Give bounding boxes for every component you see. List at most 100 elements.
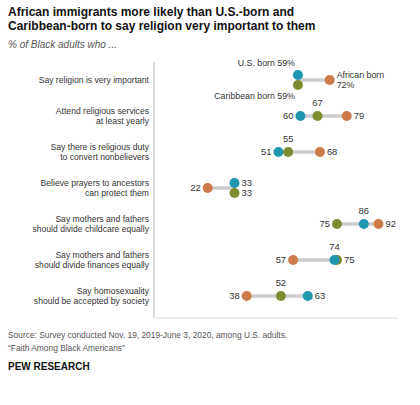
chart: African immigrants more likely than U.S.… bbox=[0, 0, 420, 405]
text-line: 33 bbox=[242, 187, 252, 198]
text-line: Say mothers and fathers bbox=[55, 214, 149, 224]
dot bbox=[276, 291, 286, 301]
data-label: 75 bbox=[320, 218, 330, 229]
text-line: Caribbean born 59% bbox=[214, 91, 295, 101]
dot bbox=[293, 70, 303, 80]
text-line: 51 bbox=[261, 146, 271, 157]
category-label: Believe prayers to ancestorscan protect … bbox=[41, 178, 149, 198]
data-label: 22 bbox=[190, 182, 200, 193]
category-label: Say mothers and fathersshould divide chi… bbox=[32, 214, 149, 234]
marks bbox=[203, 70, 384, 301]
dot bbox=[293, 80, 303, 90]
dot bbox=[303, 291, 313, 301]
category-label: Say religion is very important bbox=[39, 75, 150, 85]
text-line: Say mothers and fathers bbox=[55, 250, 149, 260]
text-line: 38 bbox=[229, 290, 239, 301]
text-line: 75 bbox=[320, 218, 330, 229]
text-line: 67 bbox=[312, 97, 322, 108]
data-label: 75 bbox=[344, 254, 354, 265]
text-line: should divide finances equally bbox=[35, 260, 150, 270]
data-label: 55 bbox=[283, 133, 293, 144]
category-label: Say there is religious dutyto convert no… bbox=[51, 142, 150, 162]
text-line: % of Black adults who ... bbox=[8, 39, 117, 50]
dot bbox=[283, 147, 293, 157]
text-line: 57 bbox=[276, 254, 286, 265]
data-labels: U.S. born 59% Caribbean born 59% African b… bbox=[190, 58, 396, 301]
dot bbox=[330, 255, 340, 265]
text-line: 52 bbox=[276, 277, 286, 288]
data-label: 63 bbox=[315, 290, 325, 301]
dot bbox=[295, 111, 305, 121]
data-label: 51 bbox=[261, 146, 271, 157]
text-line: Attend religious services bbox=[56, 106, 149, 116]
text-line: 68 bbox=[327, 146, 337, 157]
subtitle: % of Black adults who ... bbox=[8, 39, 117, 50]
text-line: 60 bbox=[283, 110, 293, 121]
x-axis bbox=[154, 318, 398, 319]
dot bbox=[332, 219, 342, 229]
dot bbox=[373, 219, 383, 229]
data-label: 60 bbox=[283, 110, 293, 121]
text-line: 92 bbox=[385, 218, 395, 229]
text-line: Say homosexuality bbox=[77, 286, 150, 296]
data-label: African born72% bbox=[337, 70, 385, 90]
separator bbox=[154, 62, 155, 318]
dot bbox=[203, 183, 213, 193]
text-line: can protect them bbox=[85, 188, 149, 198]
text-line: Believe prayers to ancestors bbox=[41, 178, 149, 188]
dot bbox=[230, 188, 240, 198]
text-line: Say religion is very important bbox=[39, 75, 150, 85]
dot bbox=[288, 255, 298, 265]
text-line: U.S. born 59% bbox=[238, 58, 295, 68]
text-line: Caribbean-born to say religion very impo… bbox=[8, 19, 315, 33]
text-line: African immigrants more likely than U.S.… bbox=[8, 5, 294, 19]
data-label: 57 bbox=[276, 254, 286, 265]
data-label: 79 bbox=[354, 110, 364, 121]
text-line: 79 bbox=[354, 110, 364, 121]
dot bbox=[315, 147, 325, 157]
title: African immigrants more likely than U.S.… bbox=[8, 5, 315, 33]
data-label: 92 bbox=[385, 218, 395, 229]
data-label: 38 bbox=[229, 290, 239, 301]
data-label: 52 bbox=[276, 277, 286, 288]
text-line: 72% bbox=[337, 80, 355, 90]
text-line: to convert nonbelievers bbox=[60, 152, 149, 162]
background bbox=[0, 0, 420, 405]
data-label: Caribbean born 59% bbox=[214, 91, 295, 101]
text-line: Say there is religious duty bbox=[51, 142, 150, 152]
dot bbox=[273, 147, 283, 157]
data-label: 68 bbox=[327, 146, 337, 157]
data-label: 33 bbox=[242, 187, 252, 198]
data-label: 74 bbox=[329, 241, 339, 252]
data-label: 67 bbox=[312, 97, 322, 108]
dot bbox=[325, 75, 335, 85]
text-line: 63 bbox=[315, 290, 325, 301]
text-line: “Faith Among Black Americans” bbox=[8, 343, 125, 353]
text-line: should be accepted by society bbox=[34, 296, 150, 306]
annotation: PEW RESEARCH bbox=[8, 361, 90, 372]
dot bbox=[230, 178, 240, 188]
text-line: 22 bbox=[190, 182, 200, 193]
text-line: African born bbox=[337, 70, 385, 80]
dot bbox=[312, 111, 322, 121]
data-label: 86 bbox=[359, 205, 369, 216]
data-label: U.S. born 59% bbox=[238, 58, 295, 68]
range-line bbox=[300, 114, 346, 118]
annotation: Source: Survey conducted Nov. 19, 2019-J… bbox=[8, 330, 287, 340]
category-label: Attend religious servicesat least yearly bbox=[56, 106, 150, 126]
category-label: Say mothers and fathersshould divide fin… bbox=[35, 250, 150, 270]
text-line: 55 bbox=[283, 133, 293, 144]
text-line: 86 bbox=[359, 205, 369, 216]
range-line bbox=[337, 222, 378, 226]
text-line: 74 bbox=[329, 241, 339, 252]
text-line: PEW RESEARCH bbox=[8, 361, 90, 372]
dot bbox=[242, 291, 252, 301]
text-line: at least yearly bbox=[96, 116, 150, 126]
category-label: Say homosexualityshould be accepted by s… bbox=[34, 286, 150, 306]
text-line: should divide childcare equally bbox=[32, 224, 149, 234]
annotation: “Faith Among Black Americans” bbox=[8, 343, 125, 353]
text-line: 75 bbox=[344, 254, 354, 265]
dot bbox=[342, 111, 352, 121]
dot bbox=[359, 219, 369, 229]
text-line: Source: Survey conducted Nov. 19, 2019-J… bbox=[8, 330, 287, 340]
